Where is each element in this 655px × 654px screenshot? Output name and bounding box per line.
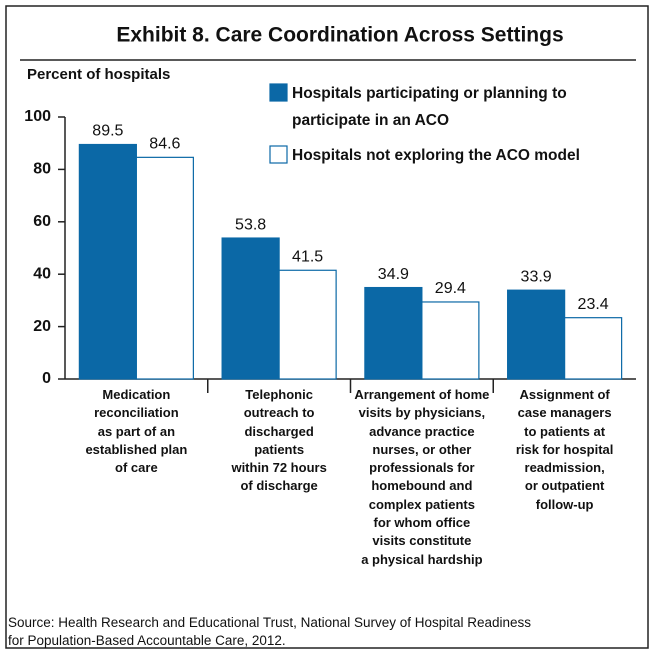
value-label: 29.4 [435,280,466,297]
bar [78,143,137,380]
y-tick-label: 40 [33,265,51,282]
bar [278,269,337,380]
y-tick-label: 100 [24,108,51,125]
value-label: 33.9 [521,268,552,285]
chart-title: Exhibit 8. Care Coordination Across Sett… [116,24,563,47]
value-label: 41.5 [292,248,323,265]
value-label: 34.9 [378,266,409,283]
x-tick-label: Arrangement of home visits by physicians… [354,387,490,567]
source: Source: Health Research and Educational … [8,615,532,648]
value-label: 53.8 [235,216,266,233]
value-label: 89.5 [92,123,123,140]
legend-label: Hospitals not exploring the ACO model [292,147,580,164]
y-tick-label: 0 [42,370,51,387]
value-label: 23.4 [578,296,609,313]
legend-swatch [269,83,288,102]
x-tick-label: Medication reconciliation as part of an … [85,387,188,476]
bar [507,289,566,380]
y-tick-label: 80 [33,161,51,178]
bar [221,237,280,380]
bar [564,317,623,380]
frame [5,5,649,649]
bar [364,286,423,380]
bar [135,156,194,380]
legend-swatch [269,145,288,164]
value-label: 84.6 [149,136,180,153]
y-tick-label: 60 [33,213,51,230]
y-axis-label: Percent of hospitals [27,66,170,83]
legend-label: Hospitals participating or planning to p… [292,85,567,129]
bar [421,301,480,380]
x-tick-label: Telephonic outreach to discharged patien… [231,387,327,494]
y-tick-label: 20 [33,318,51,335]
x-tick-label: Assignment of case managers to patients … [515,387,614,512]
